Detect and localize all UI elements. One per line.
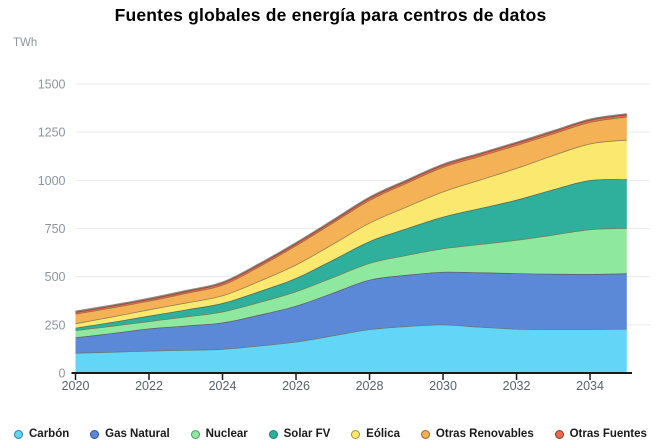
x-tick-label: 2034 bbox=[576, 379, 604, 393]
legend-item-solar-fv: Solar FV bbox=[268, 428, 331, 440]
x-tick-label: 2032 bbox=[503, 379, 531, 393]
legend-item-carbon: Carbón bbox=[14, 428, 69, 440]
boundary-line bbox=[75, 113, 627, 313]
x-tick-label: 2026 bbox=[282, 379, 310, 393]
y-tick-label: 1500 bbox=[38, 78, 66, 92]
legend-swatch-otras-renovables bbox=[420, 429, 430, 439]
legend-swatch-gas-natural bbox=[90, 429, 100, 439]
legend-swatch-nuclear bbox=[190, 429, 200, 439]
legend-label-otras-fuentes: Otras Fuentes bbox=[569, 428, 647, 440]
x-tick-label: 2028 bbox=[356, 379, 384, 393]
y-tick-label: 1250 bbox=[38, 126, 66, 140]
legend-item-otras-fuentes: Otras Fuentes bbox=[554, 428, 647, 440]
x-tick-label: 2022 bbox=[135, 379, 163, 393]
y-tick-label: 750 bbox=[45, 222, 66, 236]
legend-label-nuclear: Nuclear bbox=[205, 428, 248, 440]
x-tick-label: 2030 bbox=[429, 379, 457, 393]
y-tick-label: 1000 bbox=[38, 174, 66, 188]
axes bbox=[71, 372, 632, 380]
legend-swatch-eolica bbox=[351, 429, 361, 439]
y-tick-label: 500 bbox=[45, 270, 66, 284]
area-carbon bbox=[75, 324, 627, 373]
y-tick-label: 250 bbox=[45, 318, 66, 332]
area-solar-fv bbox=[75, 179, 627, 331]
x-tick-label: 2020 bbox=[62, 379, 90, 393]
legend-item-eolica: Eólica bbox=[351, 428, 400, 440]
legend-label-eolica: Eólica bbox=[366, 428, 401, 440]
area-gas-natural bbox=[75, 271, 627, 353]
legend-label-gas-natural: Gas Natural bbox=[105, 428, 170, 440]
legend-swatch-solar-fv bbox=[268, 429, 278, 439]
energy-stacked-area-chart: 0 250 500 750 1000 1250 1500 2020 2022 2024 2026 20… bbox=[38, 78, 650, 394]
chart-legend: Carbón Gas Natural Nuclear Solar FV Eólica Ot… bbox=[0, 428, 661, 440]
legend-label-otras-renovables: Otras Renovables bbox=[435, 428, 534, 440]
legend-swatch-carbon bbox=[14, 429, 23, 439]
stacked-areas bbox=[75, 113, 627, 373]
legend-label-carbon: Carbón bbox=[29, 428, 70, 440]
page-title: Fuentes globales de energía para centros… bbox=[114, 5, 547, 25]
area-otras-renovables bbox=[75, 116, 627, 324]
axis-tick-labels: 0 250 500 750 1000 1250 1500 2020 2022 2024 2026 20… bbox=[38, 78, 604, 394]
legend-item-gas-natural: Gas Natural bbox=[90, 428, 170, 440]
y-tick-label: 0 bbox=[59, 367, 66, 381]
legend-item-nuclear: Nuclear bbox=[190, 428, 248, 440]
area-nuclear bbox=[75, 227, 627, 338]
y-axis-unit-label: TWh bbox=[13, 37, 38, 49]
legend-swatch-otras-fuentes bbox=[554, 429, 564, 439]
legend-label-solar-fv: Solar FV bbox=[283, 428, 331, 440]
legend-item-otras-renovables: Otras Renovables bbox=[420, 428, 534, 440]
x-tick-label: 2024 bbox=[209, 379, 237, 393]
